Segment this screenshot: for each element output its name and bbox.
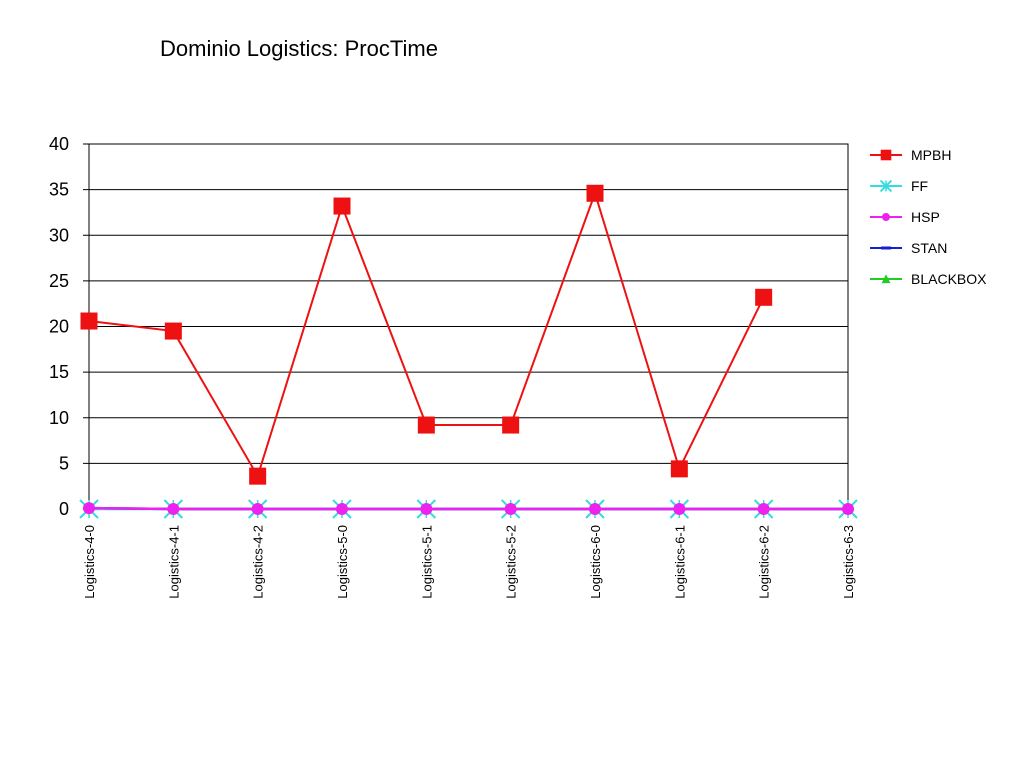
chart-title: Dominio Logistics: ProcTime	[160, 36, 438, 61]
x-tick-label: Logistics-6-3	[841, 525, 856, 599]
data-point-mpbh	[755, 288, 773, 306]
y-tick-label: 15	[49, 362, 69, 382]
data-point-mpbh	[249, 467, 267, 485]
data-point-mpbh	[586, 184, 604, 202]
x-tick-label: Logistics-6-2	[757, 525, 772, 599]
legend-label-stan: STAN	[911, 240, 947, 256]
x-tick-label: Logistics-6-1	[672, 525, 687, 599]
series	[79, 184, 858, 519]
x-tick-label: Logistics-4-1	[166, 525, 181, 599]
legend-marker-ff	[879, 179, 893, 193]
data-point-hsp	[842, 503, 854, 515]
data-point-mpbh	[502, 416, 520, 434]
x-tick-label: Logistics-5-1	[419, 525, 434, 599]
data-point-hsp	[251, 503, 264, 515]
legend-label-blackbox: BLACKBOX	[911, 271, 987, 287]
data-point-hsp	[167, 503, 180, 515]
y-tick-label: 0	[59, 499, 69, 519]
legend-marker-hsp	[882, 213, 890, 221]
y-tick-label: 25	[49, 271, 69, 291]
y-tick-label: 40	[49, 134, 69, 154]
legend-marker-blackbox	[881, 274, 891, 284]
axes	[83, 143, 849, 515]
legend-label-hsp: HSP	[911, 209, 940, 225]
data-point-hsp	[673, 503, 686, 515]
x-tick-label: Logistics-5-2	[504, 525, 519, 599]
y-tick-label: 35	[49, 180, 69, 200]
legend-item-mpbh: MPBH	[870, 147, 951, 163]
data-point-mpbh	[164, 322, 182, 340]
legend-item-ff: FF	[870, 178, 928, 194]
data-point-mpbh	[333, 197, 351, 215]
legend-label-ff: FF	[911, 178, 928, 194]
legend: MPBH FF HSP STAN BLACKBOX	[870, 147, 987, 287]
data-point-mpbh	[670, 460, 688, 478]
y-tick-label: 30	[49, 225, 69, 245]
data-point-mpbh	[80, 312, 98, 330]
data-point-hsp	[336, 503, 348, 515]
series-line-hsp	[88, 506, 848, 511]
gridlines	[89, 189, 848, 464]
legend-label-mpbh: MPBH	[911, 147, 951, 163]
y-tick-label: 5	[59, 453, 69, 473]
x-tick-label: Logistics-5-0	[335, 525, 350, 599]
legend-item-hsp: HSP	[870, 209, 940, 225]
data-point-hsp	[420, 503, 433, 515]
x-tick-label: Logistics-6-0	[588, 525, 603, 599]
data-point-hsp	[589, 503, 601, 515]
data-point-hsp	[83, 502, 95, 515]
series-mpbh	[80, 184, 773, 485]
data-point-mpbh	[417, 416, 435, 434]
y-tick-label: 20	[49, 317, 69, 337]
x-tick-label: Logistics-4-2	[251, 525, 266, 599]
legend-item-blackbox: BLACKBOX	[870, 271, 987, 287]
y-tick-label: 10	[49, 408, 69, 428]
x-tick-label: Logistics-4-0	[82, 525, 97, 599]
x-tick-labels: Logistics-4-0 Logistics-4-1 Logistics-4-2 L…	[82, 525, 856, 599]
y-tick-labels: 0 5 10 15 20 25 30 35 40	[49, 134, 69, 519]
data-point-hsp	[504, 503, 517, 515]
series-hsp	[83, 502, 854, 515]
data-point-hsp	[757, 503, 770, 515]
legend-marker-mpbh	[880, 149, 892, 161]
legend-item-stan: STAN	[870, 240, 947, 256]
